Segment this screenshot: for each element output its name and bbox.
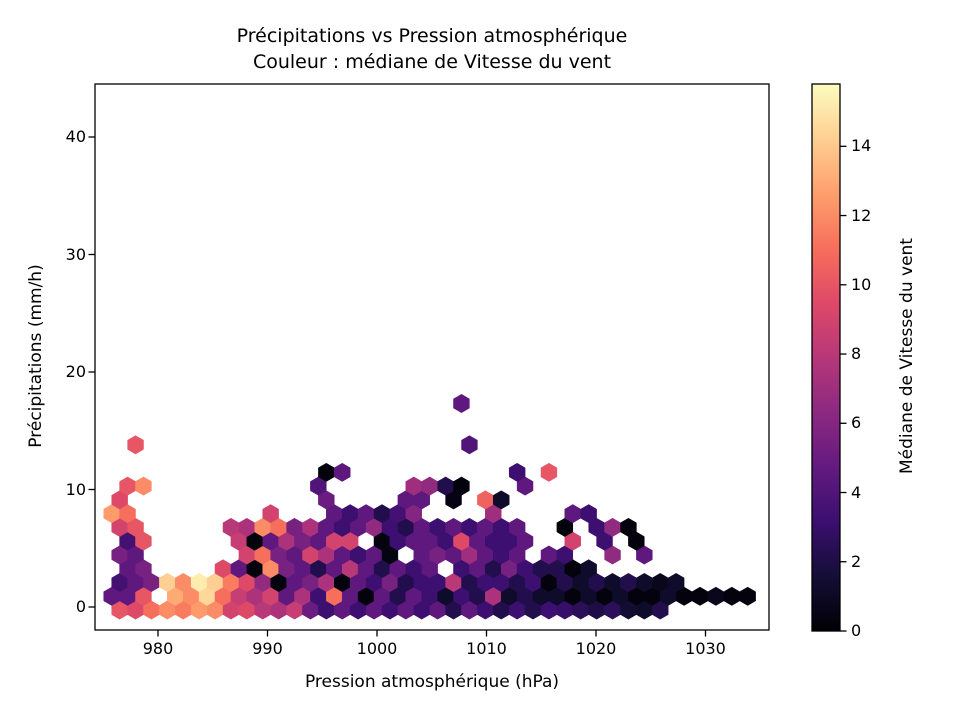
hex-cell [723, 586, 740, 606]
colorbar-label: Médiane de Vitesse du vent [897, 238, 917, 474]
x-tick-label: 1000 [356, 639, 398, 658]
colorbar-tick-label: 6 [851, 413, 862, 433]
colorbar-tick-label: 14 [851, 136, 872, 156]
colorbar-tick-label: 4 [851, 482, 862, 502]
hex-cell [508, 517, 526, 537]
hex-cell [461, 435, 478, 455]
hex-cell [667, 573, 685, 592]
colorbar-tick-label: 0 [851, 621, 862, 640]
colorbar-tick-label: 2 [851, 551, 862, 571]
y-tick-label: 20 [65, 362, 86, 381]
hex-cell [620, 517, 637, 537]
hex-cell [262, 504, 279, 524]
plot-border [94, 83, 770, 631]
colorbar-tick-label: 8 [851, 344, 862, 364]
hex-cell [739, 586, 756, 606]
hex-cell [493, 490, 510, 510]
colorbar-tick-label: 12 [851, 205, 872, 225]
x-tick-label: 1020 [575, 639, 617, 658]
hex-cell [691, 586, 709, 606]
y-tick-label: 0 [75, 597, 86, 616]
hex-cell [508, 462, 526, 482]
colorbar [811, 83, 841, 632]
y-tick-label: 30 [65, 244, 86, 264]
x-axis-label: Pression atmosphérique (hPa) [304, 672, 560, 692]
hex-cell [127, 435, 144, 455]
x-tick-label: 980 [142, 639, 174, 658]
x-tick-label: 1010 [466, 639, 507, 658]
chart-title-line2: Couleur : médiane de Vitesse du vent [252, 51, 612, 73]
colorbar-tick-label: 10 [851, 274, 872, 294]
hex-cell [580, 504, 597, 524]
hex-cell [334, 462, 351, 482]
hex-cell [453, 394, 470, 413]
hex-cell [540, 462, 558, 482]
hex-cell [453, 476, 470, 496]
y-tick-label: 10 [65, 479, 86, 499]
hex-cell [580, 559, 597, 579]
x-tick-label: 990 [252, 639, 283, 658]
hex-cell [707, 586, 725, 606]
x-tick-label: 1030 [685, 639, 726, 658]
chart-title-line1: Précipitations vs Pression atmosphérique [236, 25, 628, 47]
hex-cell [135, 476, 152, 496]
y-tick-label: 40 [65, 127, 86, 146]
y-axis-label: Précipitations (mm/h) [26, 264, 46, 448]
